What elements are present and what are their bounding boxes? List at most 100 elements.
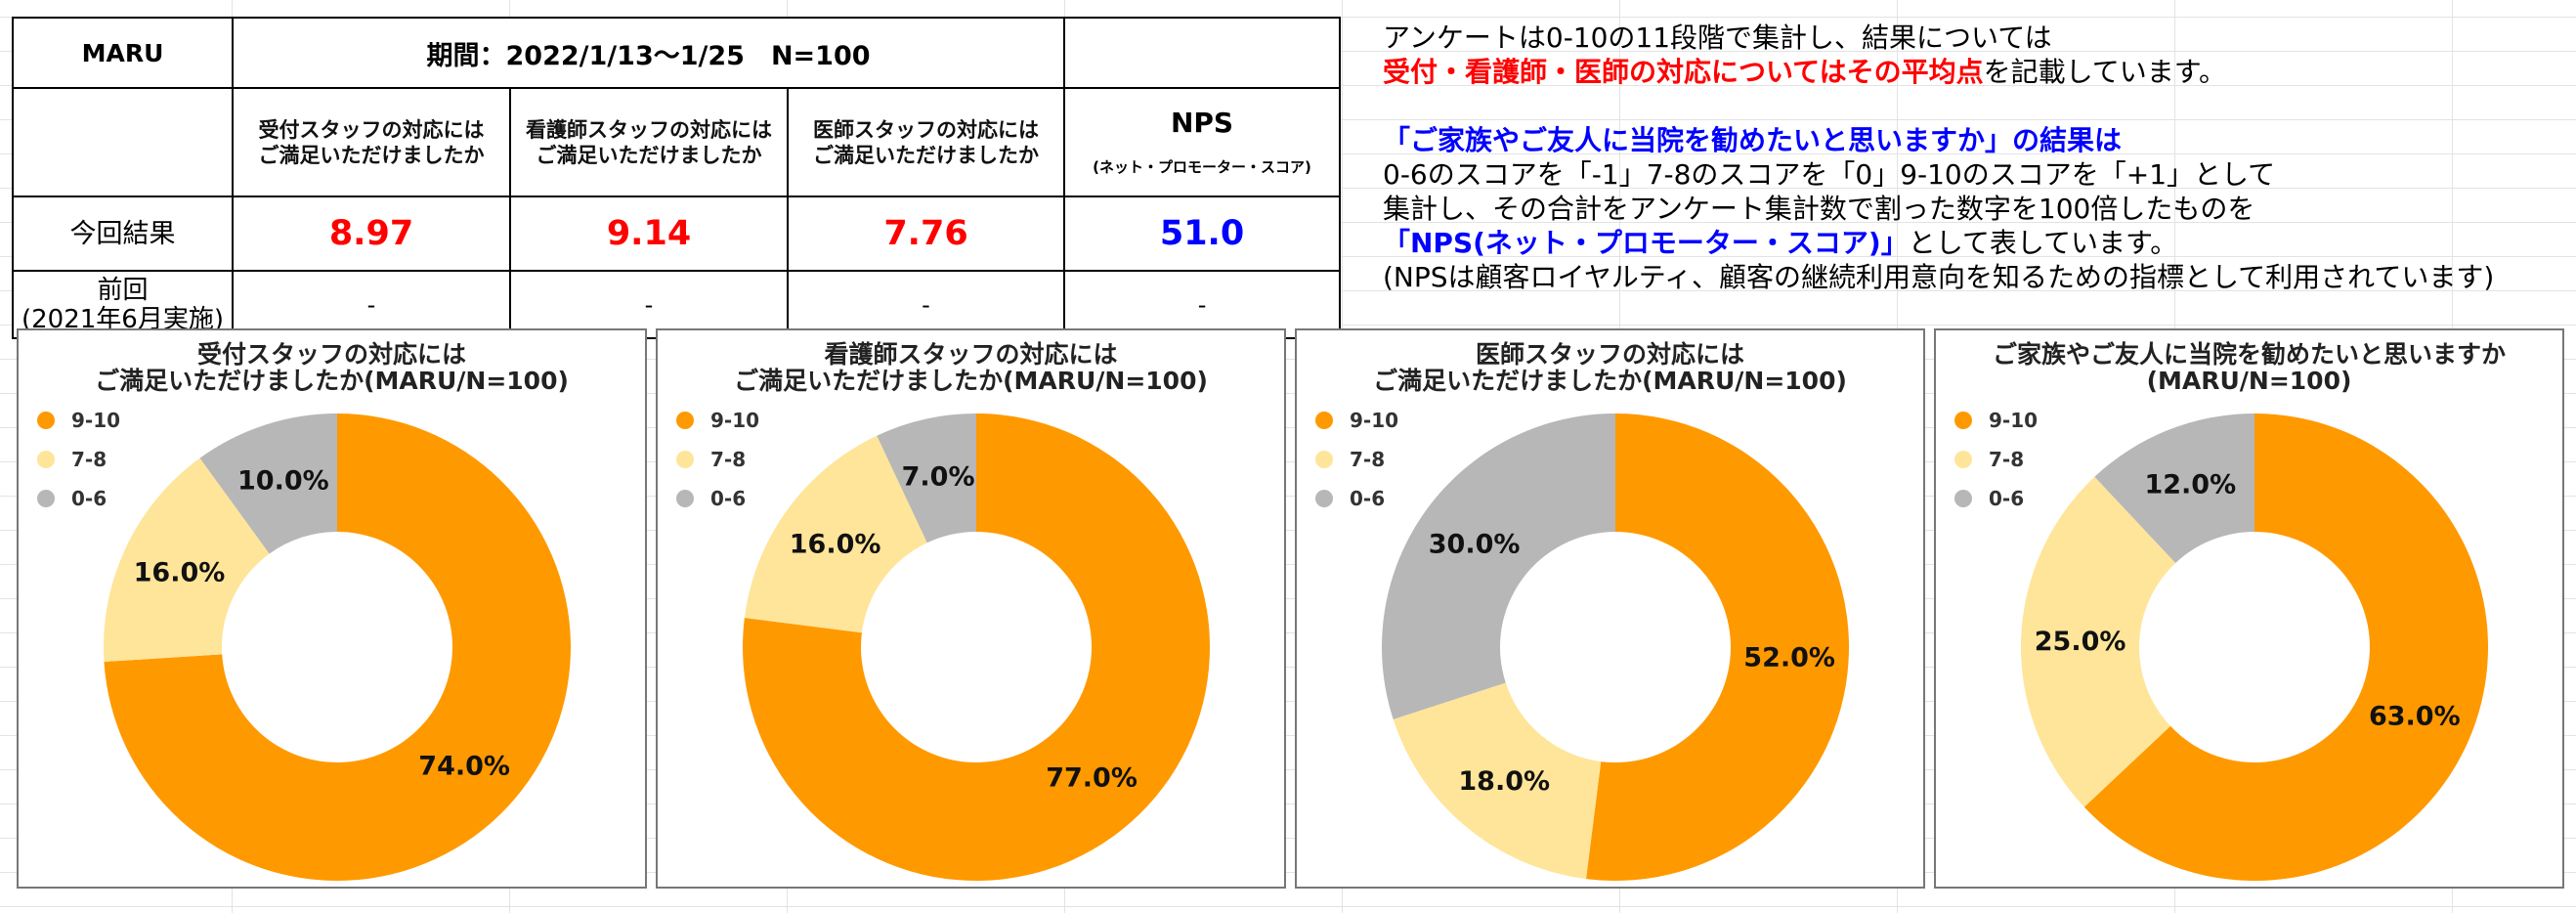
legend-label: 7-8: [1989, 448, 2025, 471]
score-cell[interactable]: 9.14: [509, 196, 789, 272]
legend-swatch: [1315, 451, 1333, 468]
score-value-nurse: 9.14: [606, 214, 692, 253]
slice-7-8: [744, 435, 927, 633]
current-result-label-cell[interactable]: 今回結果: [12, 196, 234, 272]
legend-item: 9-10: [37, 407, 120, 434]
period-cell[interactable]: 期間：2022/1/13〜1/25 N=100: [231, 17, 1066, 89]
legend-swatch: [676, 490, 694, 507]
legend-swatch: [1954, 490, 1972, 507]
legend-item: 0-6: [37, 485, 107, 512]
summary-table: MARU 期間：2022/1/13〜1/25 N=100 受付スタッフの対応には…: [12, 17, 1342, 339]
notes-emphasis: 受付・看護師・医師の対応についてはその平均点: [1383, 56, 1984, 88]
notes-line: 「NPS(ネット・プロモーター・スコア)」として表しています。: [1383, 226, 2494, 260]
legend-item: 0-6: [1315, 485, 1385, 512]
legend-item: 9-10: [1954, 407, 2038, 434]
slice-7-8: [1393, 682, 1602, 880]
data-label: 52.0%: [1743, 643, 1835, 674]
legend-item: 9-10: [1315, 407, 1398, 434]
question-header-nurse[interactable]: 看護師スタッフの対応には ご満足いただけましたか: [509, 87, 789, 197]
legend-swatch: [37, 451, 55, 468]
score-cell[interactable]: 7.76: [786, 196, 1066, 272]
nps-label: NPS: [1170, 107, 1234, 139]
legend-label: 9-10: [71, 409, 121, 432]
brand-name: MARU: [81, 38, 164, 67]
legend-label: 0-6: [71, 487, 107, 510]
legend-label: 0-6: [1350, 487, 1386, 510]
data-label: 7.0%: [902, 461, 975, 492]
chart-panel-recommend[interactable]: 63.0% 25.0% 12.0% ご家族やご友人に当院を勧めたいと思いますか (M…: [1934, 328, 2564, 889]
empty-cell[interactable]: [12, 87, 234, 197]
nps-value: 51.0: [1159, 214, 1245, 253]
nps-header[interactable]: NPS (ネット・プロモーター・スコア): [1063, 87, 1342, 197]
legend-label: 0-6: [1989, 487, 2025, 510]
legend-swatch: [676, 451, 694, 468]
empty-cell[interactable]: [1063, 17, 1342, 89]
slice-7-8: [103, 457, 270, 663]
notes-emphasis: 「NPS(ネット・プロモーター・スコア)」: [1383, 227, 1909, 259]
notes-line: 受付・看護師・医師の対応についてはその平均点を記載しています。: [1383, 55, 2494, 89]
legend-swatch: [1954, 451, 1972, 468]
data-label: 30.0%: [1429, 530, 1521, 560]
legend-label: 9-10: [710, 409, 760, 432]
slice-0-6: [199, 413, 337, 554]
legend-item: 7-8: [37, 446, 107, 473]
legend-swatch: [1315, 412, 1333, 429]
legend-item: 9-10: [676, 407, 759, 434]
question-text: 看護師スタッフの対応には ご満足いただけましたか: [526, 117, 772, 167]
slice-0-6: [877, 413, 976, 543]
chart-title: 看護師スタッフの対応には ご満足いただけましたか(MARU/N=100): [734, 340, 1208, 395]
previous-value: -: [1197, 290, 1207, 319]
previous-cell[interactable]: -: [786, 270, 1066, 339]
score-value-doctor: 7.76: [883, 214, 968, 253]
question-header-doctor[interactable]: 医師スタッフの対応には ご満足いただけましたか: [786, 87, 1066, 197]
previous-cell[interactable]: -: [509, 270, 789, 339]
data-label: 63.0%: [2369, 701, 2461, 731]
survey-period: 期間：2022/1/13〜1/25 N=100: [426, 40, 871, 71]
slice-9-10: [2083, 413, 2488, 881]
chart-panel-nurse[interactable]: 77.0% 16.0% 7.0% 看護師スタッフの対応には ご満足いただけましたか(…: [656, 328, 1286, 889]
brand-cell[interactable]: MARU: [12, 17, 234, 89]
current-result-label: 今回結果: [69, 218, 176, 249]
question-text: 医師スタッフの対応には ご満足いただけましたか: [813, 117, 1040, 167]
question-header-reception[interactable]: 受付スタッフの対応には ご満足いただけましたか: [232, 87, 511, 197]
previous-value: -: [366, 290, 376, 319]
previous-value: -: [922, 290, 930, 319]
legend-label: 9-10: [1350, 409, 1399, 432]
legend-label: 7-8: [1350, 448, 1386, 471]
data-label: 10.0%: [237, 466, 329, 497]
slice-0-6: [2094, 413, 2254, 563]
previous-cell[interactable]: -: [1063, 270, 1342, 339]
score-value-reception: 8.97: [328, 214, 414, 253]
slice-9-10: [1586, 413, 1849, 881]
legend-item: 7-8: [1315, 446, 1385, 473]
notes-line: 「ご家族やご友人に当院を勧めたいと思いますか」の結果は: [1383, 123, 2494, 157]
score-cell[interactable]: 51.0: [1063, 196, 1342, 272]
data-label: 16.0%: [790, 530, 881, 560]
legend-swatch: [1954, 412, 1972, 429]
data-label: 77.0%: [1046, 762, 1138, 793]
notes-line: 0-6のスコアを「-1」7-8のスコアを「0」9-10のスコアを「+1」として: [1383, 158, 2276, 191]
legend-item: 7-8: [1954, 446, 2024, 473]
score-cell[interactable]: 8.97: [232, 196, 511, 272]
legend-item: 0-6: [1954, 485, 2024, 512]
notes-emphasis: 「ご家族やご友人に当院を勧めたいと思いますか」の結果は: [1383, 124, 2123, 156]
notes-line: (NPSは顧客ロイヤルティ、顧客の継続利用意向を知るための指標として利用されてい…: [1383, 261, 2495, 293]
legend-swatch: [1315, 490, 1333, 507]
donut-chart: 74.0% 16.0% 10.0%: [103, 413, 571, 881]
legend-swatch: [37, 412, 55, 429]
slice-9-10: [104, 413, 571, 881]
notes-text: として表しています。: [1908, 227, 2178, 259]
data-label: 18.0%: [1458, 766, 1550, 797]
legend-label: 7-8: [710, 448, 747, 471]
slice-7-8: [2021, 476, 2176, 807]
notes-line: アンケートは0-10の11段階で集計し、結果については: [1383, 22, 2052, 54]
legend-item: 7-8: [676, 446, 746, 473]
donut-chart: 52.0% 18.0% 30.0%: [1382, 413, 1849, 881]
chart-panel-doctor[interactable]: 52.0% 18.0% 30.0% 医師スタッフの対応には ご満足いただけましたか(…: [1295, 328, 1925, 889]
data-label: 12.0%: [2144, 470, 2236, 500]
nps-subtitle: (ネット・プロモーター・スコア): [1093, 158, 1311, 176]
chart-title: 受付スタッフの対応には ご満足いただけましたか(MARU/N=100): [95, 340, 569, 395]
legend-label: 7-8: [71, 448, 107, 471]
chart-panel-reception[interactable]: 74.0% 16.0% 10.0% 受付スタッフの対応には ご満足いただけましたか(…: [17, 328, 647, 889]
slice-9-10: [743, 413, 1210, 881]
